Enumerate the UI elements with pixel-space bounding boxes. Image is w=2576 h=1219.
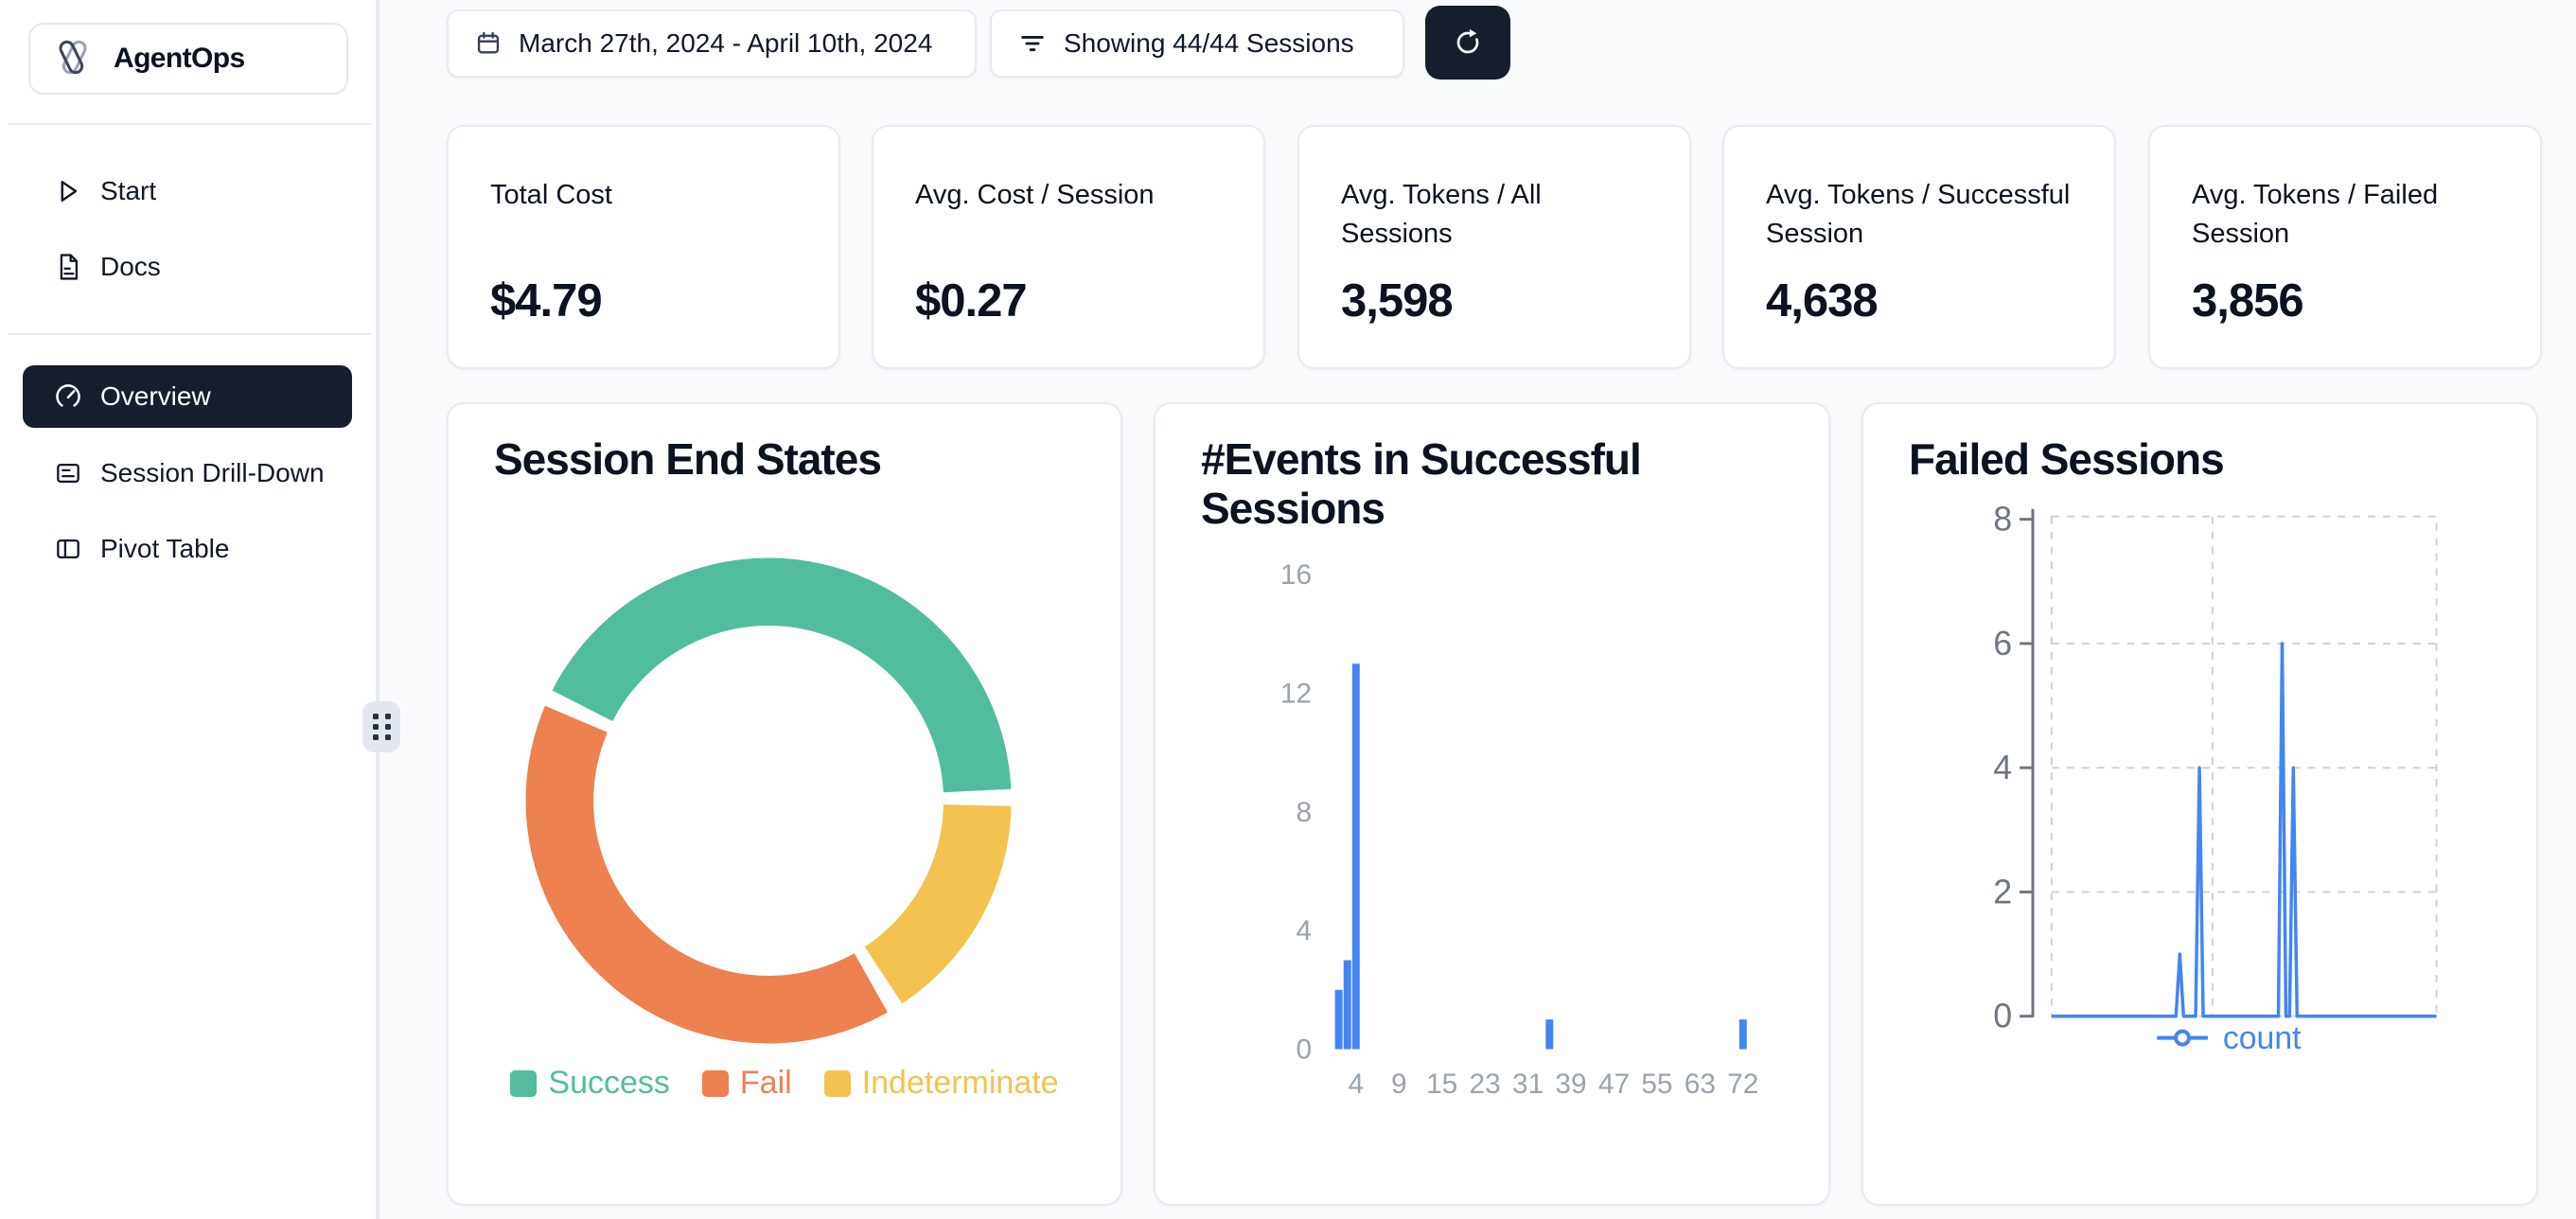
stat-value: 4,638 xyxy=(1766,275,1879,327)
legend-swatch xyxy=(823,1069,851,1097)
stat-value: $4.79 xyxy=(490,275,603,327)
drag-dots-icon xyxy=(372,714,391,740)
stat-label: Avg. Tokens / Failed Session xyxy=(2192,180,2439,250)
filter-icon xyxy=(1021,36,1044,51)
bar-x4[interactable] xyxy=(1351,663,1360,1050)
legend-item-indeterminate[interactable]: Indeterminate xyxy=(823,1065,1059,1102)
legend-label: count xyxy=(2223,1020,2302,1056)
list-box-icon xyxy=(57,463,79,484)
legend-item-success[interactable]: Success xyxy=(510,1065,670,1102)
x-tick-label: 63 xyxy=(1685,1069,1716,1100)
donut-legend: Success Fail Indeterminate xyxy=(449,1065,1120,1102)
refresh-icon xyxy=(1456,28,1479,54)
legend-label: Success xyxy=(548,1065,670,1101)
sidebar-resize-handle[interactable] xyxy=(362,701,400,752)
session-end-states-card: Session End States Success Fail Indetermin… xyxy=(447,402,1122,1206)
count-line[interactable] xyxy=(2051,642,2437,1018)
y-tick-label: 4 xyxy=(1296,915,1312,946)
x-tick-label: 9 xyxy=(1391,1069,1407,1100)
events-in-successful-sessions-card: #Events in Successful Sessions 0 4 8 12 16 4 9… xyxy=(1154,402,1830,1206)
brand-logo-box[interactable]: AgentOps xyxy=(28,23,348,95)
y-tick-label: 4 xyxy=(1993,749,2012,786)
donut-segment-success[interactable] xyxy=(552,557,1012,793)
legend-label: Indeterminate xyxy=(861,1065,1059,1101)
chart-title: #Events in Successful Sessions xyxy=(1201,434,1642,534)
brand-name: AgentOps xyxy=(114,43,245,74)
failed-line-chart-svg[interactable]: 0 2 4 6 8 count xyxy=(1863,404,2536,1204)
bar-x3[interactable] xyxy=(1343,960,1351,1050)
plot-border xyxy=(2050,515,2438,1017)
y-tick-label: 16 xyxy=(1280,559,1312,591)
x-tick-label: 39 xyxy=(1555,1069,1586,1100)
x-tick-label: 31 xyxy=(1512,1069,1544,1100)
legend-marker-icon xyxy=(2174,1029,2192,1047)
y-tick-label: 2 xyxy=(1993,873,2012,910)
stat-value: $0.27 xyxy=(915,275,1028,327)
sidebar-divider xyxy=(8,123,372,125)
sidebar-item-label: Pivot Table xyxy=(100,534,230,563)
stat-value: 3,856 xyxy=(2192,275,2304,327)
chart-title: Failed Sessions xyxy=(1909,434,2225,484)
sidebar-item-label: Overview xyxy=(100,381,211,411)
gauge-icon xyxy=(56,384,80,407)
sidebar-item-session-drill-down[interactable]: Session Drill-Down xyxy=(23,445,352,502)
x-tick-label: 47 xyxy=(1598,1069,1630,1100)
stat-label: Avg. Cost / Session xyxy=(915,180,1155,210)
legend-count[interactable]: count xyxy=(2157,1020,2302,1056)
legend-swatch xyxy=(510,1069,538,1097)
paperclip-logo-icon xyxy=(59,40,87,75)
x-tick-label: 55 xyxy=(1641,1069,1672,1100)
x-tick-label: 4 xyxy=(1349,1069,1365,1100)
filter-label: Showing 44/44 Sessions xyxy=(1064,28,1354,58)
calendar-icon xyxy=(477,31,500,54)
donut-chart-svg[interactable] xyxy=(449,404,1120,1204)
bar-x2[interactable] xyxy=(1334,989,1343,1050)
x-tick-label: 23 xyxy=(1470,1069,1501,1100)
stat-label: Avg. Tokens / All Sessions xyxy=(1341,180,1542,250)
donut-segment-indeterminate[interactable] xyxy=(864,804,1012,1004)
y-tick-label: 0 xyxy=(1296,1034,1312,1065)
stat-card-total-cost: Total Cost $4.79 xyxy=(447,125,840,369)
sidebar-item-pivot-table[interactable]: Pivot Table xyxy=(23,521,352,577)
y-tick-label: 8 xyxy=(1296,797,1312,828)
legend-label: Fail xyxy=(739,1065,792,1101)
stat-card-avg-cost-session: Avg. Cost / Session $0.27 xyxy=(872,125,1265,369)
sidebar-item-overview[interactable]: Overview xyxy=(23,365,352,428)
date-range-label: March 27th, 2024 - April 10th, 2024 xyxy=(519,28,933,58)
refresh-button[interactable] xyxy=(1425,6,1510,80)
stat-label: Total Cost xyxy=(490,180,612,210)
sidebar: AgentOps Start Docs Overview xyxy=(0,0,379,1219)
x-tick-label: 72 xyxy=(1727,1069,1758,1100)
legend-item-fail[interactable]: Fail xyxy=(701,1065,792,1102)
stat-value: 3,598 xyxy=(1341,275,1454,327)
date-range-picker[interactable]: March 27th, 2024 - April 10th, 2024 xyxy=(447,9,977,78)
stat-card-avg-tokens-all: Avg. Tokens / All Sessions 3,598 xyxy=(1297,125,1691,369)
document-icon xyxy=(60,254,79,280)
panel-left-icon xyxy=(57,539,79,559)
y-tick-label: 12 xyxy=(1280,679,1312,710)
bar-x72[interactable] xyxy=(1738,1019,1747,1050)
legend-swatch xyxy=(701,1069,729,1097)
sidebar-item-start[interactable]: Start xyxy=(23,163,352,220)
sidebar-divider xyxy=(8,333,372,335)
x-tick-label: 15 xyxy=(1426,1069,1457,1100)
stat-card-avg-tokens-failed: Avg. Tokens / Failed Session 3,856 xyxy=(2148,125,2542,369)
failed-sessions-card: Failed Sessions 0 2 4 6 8 count xyxy=(1861,402,2538,1206)
bar-x35[interactable] xyxy=(1545,1019,1554,1050)
play-icon xyxy=(61,180,78,203)
y-tick-label: 8 xyxy=(1993,501,2012,539)
sidebar-item-label: Session Drill-Down xyxy=(100,458,325,487)
donut-segment-fail[interactable] xyxy=(525,705,888,1044)
sidebar-item-label: Start xyxy=(100,176,157,205)
sidebar-item-docs[interactable]: Docs xyxy=(23,238,352,295)
stat-card-avg-tokens-successful: Avg. Tokens / Successful Session 4,638 xyxy=(1722,125,2116,369)
chart-title: Session End States xyxy=(494,434,882,484)
stat-label: Avg. Tokens / Successful Session xyxy=(1766,180,2071,250)
sessions-filter-button[interactable]: Showing 44/44 Sessions xyxy=(990,9,1404,78)
y-tick-label: 6 xyxy=(1993,625,2012,662)
sidebar-item-label: Docs xyxy=(100,252,161,281)
y-tick-label: 0 xyxy=(1993,998,2012,1035)
